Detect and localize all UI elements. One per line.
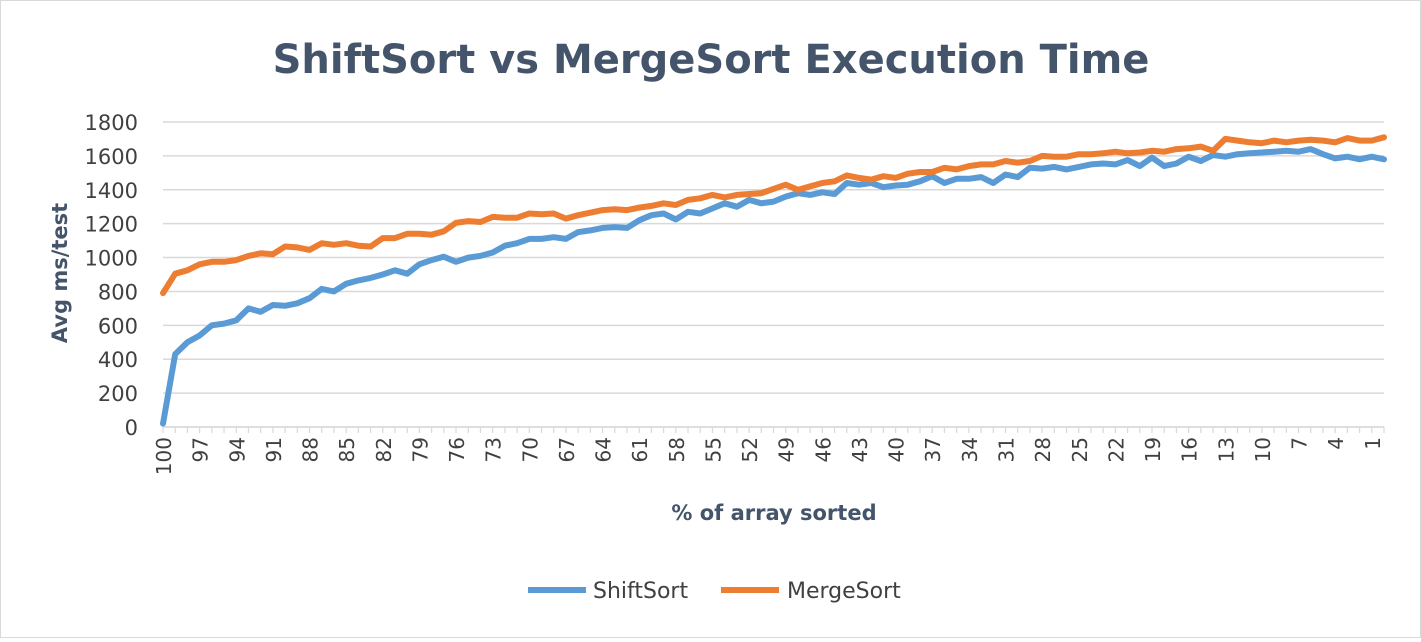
x-tick-label: 58 [665,437,689,462]
series-line-mergesort [160,134,1387,297]
x-tick-label: 22 [1104,437,1128,462]
x-tick-label: 64 [592,437,616,462]
legend-label-shiftsort: ShiftSort [593,579,688,604]
y-axis-ticks: 0 200 400 600 800 1000 1200 1400 1600 1800 [85,111,138,440]
y-tick-label: 1000 [85,247,138,271]
x-tick-label: 13 [1214,437,1238,462]
x-tick-label: 1 [1361,437,1385,450]
grid-lines [163,121,1384,428]
y-tick-label: 400 [98,348,138,372]
legend-label-mergesort: MergeSort [787,579,901,604]
y-axis-label: Avg ms/test [48,203,72,343]
x-tick-label: 31 [994,437,1018,462]
series-line-shiftsort [160,146,1387,427]
y-tick-label: 1400 [85,179,138,203]
x-tick-label: 46 [811,437,835,462]
x-tick-label: 70 [518,437,542,462]
x-tick-label: 7 [1288,437,1312,450]
chart-title: ShiftSort vs MergeSort Execution Time [273,37,1150,83]
x-tick-label: 40 [885,437,909,462]
x-tick-label: 16 [1178,437,1202,462]
y-tick-label: 1800 [85,111,138,135]
x-tick-label: 37 [921,437,945,462]
y-tick-label: 800 [98,280,138,304]
x-tick-label: 55 [701,437,725,462]
x-axis-ticks: 100 97 94 91 88 85 82 79 76 73 70 67 64 61 58 55 52 49 46 4… [152,426,1385,475]
x-axis-label: % of array sorted [671,501,876,525]
x-tick-label: 94 [225,437,249,462]
x-tick-label: 79 [408,437,432,462]
x-tick-label: 61 [628,437,652,462]
x-tick-label: 10 [1251,437,1275,462]
x-tick-label: 88 [299,437,323,462]
x-tick-label: 19 [1141,437,1165,462]
x-tick-label: 67 [555,437,579,462]
x-tick-label: 91 [262,437,286,462]
y-tick-label: 0 [125,416,138,440]
y-tick-label: 200 [98,382,138,406]
series-lines [160,134,1387,427]
x-tick-label: 25 [1068,437,1092,462]
x-tick-label: 76 [445,437,469,462]
y-tick-label: 1600 [85,145,138,169]
x-tick-label: 49 [775,437,799,462]
x-tick-label: 28 [1031,437,1055,462]
x-tick-label: 82 [372,437,396,462]
x-tick-label: 85 [335,437,359,462]
y-tick-label: 600 [98,314,138,338]
x-tick-label: 34 [958,437,982,462]
x-tick-label: 4 [1324,437,1348,450]
x-tick-label: 100 [152,437,176,475]
legend: ShiftSort MergeSort [528,579,901,604]
x-tick-label: 73 [482,437,506,462]
x-tick-label: 43 [848,437,872,462]
x-tick-label: 52 [738,437,762,462]
x-tick-label: 97 [189,437,213,462]
y-tick-label: 1200 [85,213,138,237]
